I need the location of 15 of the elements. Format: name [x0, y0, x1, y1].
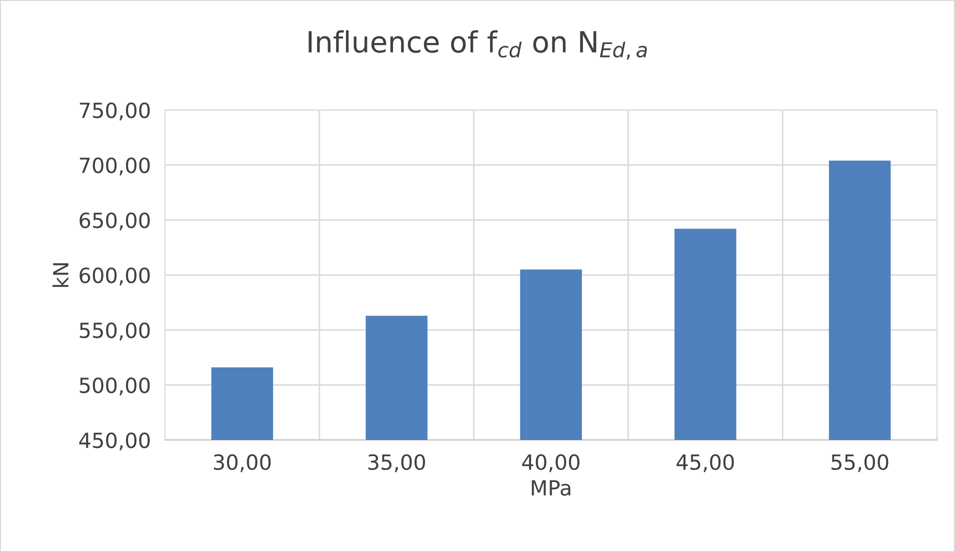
y-tick-label: 550,00	[80, 322, 150, 340]
x-tick-label: 35,00	[368, 454, 426, 472]
y-tick-label: 500,00	[80, 377, 150, 396]
x-tick-label: 55,00	[832, 454, 888, 472]
x-tick-label: 30,00	[214, 454, 271, 472]
y-tick-label: 700,00	[80, 157, 150, 176]
chart-title: Influence of f$_{cd}$ on N$_{Ed,a}$	[308, 30, 647, 60]
y-axis-title: kN	[52, 263, 68, 287]
x-axis-title: MPa	[532, 480, 570, 496]
y-tick-label: 600,00	[80, 267, 150, 286]
y-tick-label: 450,00	[79, 432, 150, 450]
x-tick-label: 40,00	[522, 454, 580, 472]
x-tick-label: 45,00	[676, 454, 734, 472]
y-tick-label: 650,00	[80, 212, 150, 230]
y-tick-label: 750,00	[80, 102, 150, 120]
